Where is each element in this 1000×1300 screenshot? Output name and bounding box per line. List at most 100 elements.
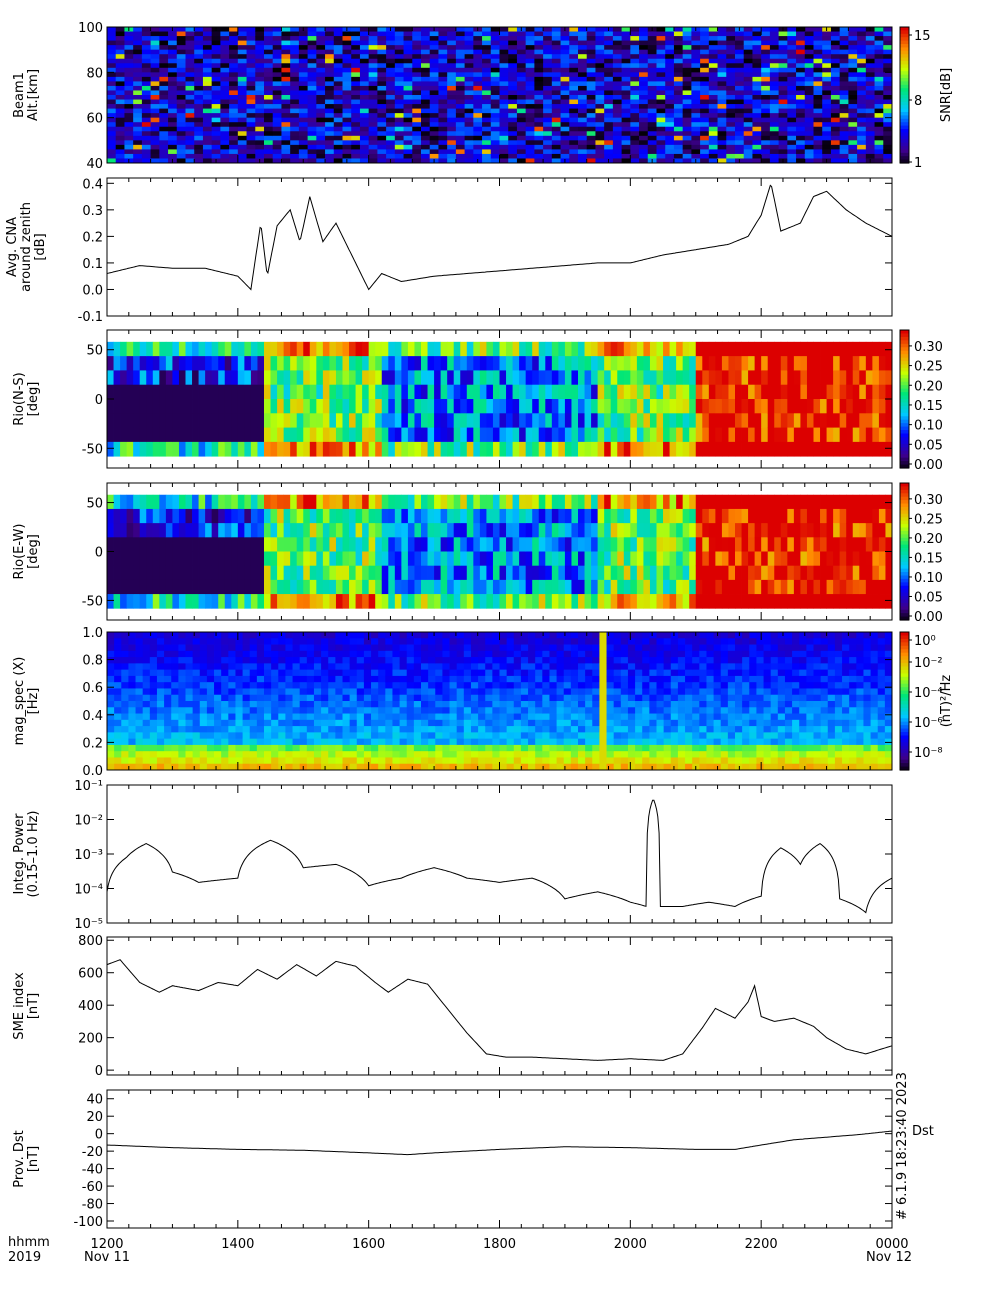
heatmap-cell bbox=[623, 413, 631, 428]
heatmap-cell bbox=[159, 341, 167, 357]
heatmap-cell bbox=[438, 95, 448, 100]
heatmap-cell bbox=[506, 427, 513, 443]
heatmap-cell bbox=[883, 99, 893, 105]
heatmap-cell bbox=[822, 104, 832, 109]
heatmap-cell bbox=[220, 27, 230, 32]
colorbar-swatch bbox=[900, 361, 909, 366]
heatmap-cell bbox=[325, 135, 335, 141]
heatmap-cell bbox=[878, 494, 886, 510]
heatmap-cell bbox=[532, 579, 540, 595]
heatmap-cell bbox=[303, 579, 311, 595]
heatmap-cell bbox=[316, 523, 324, 538]
heatmap-cell bbox=[820, 384, 827, 400]
heatmap-cell bbox=[272, 27, 282, 32]
heatmap-cell bbox=[700, 144, 710, 150]
heatmap-cell bbox=[691, 63, 701, 69]
heatmap-cell bbox=[281, 40, 291, 46]
heatmap-cell bbox=[499, 149, 509, 155]
heatmap-cell bbox=[133, 131, 143, 137]
heatmap-cell bbox=[499, 140, 509, 146]
heatmap-cell bbox=[499, 370, 507, 386]
heatmap-cell bbox=[394, 149, 404, 155]
heatmap-cell bbox=[787, 131, 797, 137]
heatmap-cell bbox=[578, 579, 585, 595]
heatmap-cell bbox=[359, 72, 370, 78]
heatmap-cell bbox=[264, 384, 271, 400]
heatmap-cell bbox=[115, 122, 125, 128]
heatmap-cell bbox=[752, 108, 762, 114]
heatmap-cell bbox=[237, 99, 247, 105]
heatmap-cell bbox=[359, 153, 370, 159]
heatmap-cell bbox=[617, 537, 625, 552]
heatmap-cell bbox=[508, 27, 518, 32]
heatmap-cell bbox=[440, 441, 448, 457]
heatmap-cell bbox=[220, 104, 230, 109]
heatmap-cell bbox=[859, 594, 867, 609]
heatmap-cell bbox=[211, 135, 221, 141]
heatmap-cell bbox=[885, 441, 893, 457]
heatmap-cell bbox=[307, 153, 317, 159]
heatmap-cell bbox=[578, 122, 588, 128]
heatmap-cell bbox=[172, 537, 180, 552]
heatmap-cell bbox=[735, 551, 742, 567]
heatmap-cell bbox=[787, 113, 797, 119]
heatmap-cell bbox=[728, 565, 736, 581]
heatmap-cell bbox=[525, 384, 533, 400]
heatmap-cell bbox=[107, 85, 117, 91]
heatmap-cell bbox=[139, 523, 147, 538]
heatmap-cell bbox=[185, 104, 195, 109]
heatmap-cell bbox=[362, 523, 370, 538]
heatmap-cell bbox=[700, 158, 710, 164]
heatmap-cell bbox=[255, 45, 265, 51]
heatmap-cell bbox=[551, 117, 561, 123]
heatmap-cell bbox=[329, 384, 337, 400]
heatmap-cell bbox=[586, 122, 596, 128]
heatmap-cell bbox=[237, 63, 247, 69]
heatmap-cell bbox=[735, 95, 745, 100]
heatmap-cell bbox=[767, 441, 775, 457]
heatmap-cell bbox=[512, 565, 520, 581]
colorbar-swatch bbox=[900, 84, 909, 89]
heatmap-cell bbox=[612, 126, 623, 132]
heatmap-cell bbox=[460, 594, 468, 609]
heatmap-cell bbox=[290, 99, 300, 105]
heatmap-cell bbox=[874, 45, 884, 51]
heatmap-cell bbox=[309, 494, 317, 510]
y-axis-label-line: Rio(N-S) bbox=[12, 372, 27, 425]
heatmap-cell bbox=[700, 36, 710, 41]
heatmap-cell bbox=[290, 90, 300, 96]
heatmap-cell bbox=[492, 341, 500, 357]
heatmap-cell bbox=[359, 85, 370, 91]
heatmap-cell bbox=[612, 40, 623, 46]
heatmap-cell bbox=[211, 523, 219, 538]
heatmap-cell bbox=[848, 95, 858, 100]
heatmap-cell bbox=[499, 131, 509, 137]
heatmap-cell bbox=[717, 131, 727, 137]
heatmap-cell bbox=[806, 441, 814, 457]
heatmap-cell bbox=[804, 45, 814, 51]
heatmap-cell bbox=[482, 54, 492, 60]
heatmap-cell bbox=[525, 551, 533, 567]
heatmap-cell bbox=[126, 441, 134, 457]
heatmap-cell bbox=[421, 36, 431, 41]
heatmap-cell bbox=[486, 413, 494, 428]
heatmap-cell bbox=[813, 523, 821, 538]
heatmap-cell bbox=[120, 551, 128, 567]
heatmap-cell bbox=[839, 131, 849, 137]
heatmap-cell bbox=[516, 140, 527, 146]
heatmap-cell bbox=[152, 508, 160, 524]
heatmap-cell bbox=[663, 565, 670, 581]
heatmap-cell bbox=[342, 508, 350, 524]
heatmap-cell bbox=[689, 341, 697, 357]
heatmap-cell bbox=[375, 399, 383, 414]
heatmap-cell bbox=[813, 113, 823, 119]
heatmap-cell bbox=[244, 551, 252, 567]
heatmap-cell bbox=[717, 135, 727, 141]
heatmap-cell bbox=[421, 441, 428, 457]
heatmap-cell bbox=[578, 565, 585, 581]
heatmap-cell bbox=[359, 40, 370, 46]
heatmap-cell bbox=[377, 131, 387, 137]
heatmap-cell bbox=[604, 63, 614, 69]
heatmap-cell bbox=[769, 135, 780, 141]
heatmap-cell bbox=[610, 384, 618, 400]
